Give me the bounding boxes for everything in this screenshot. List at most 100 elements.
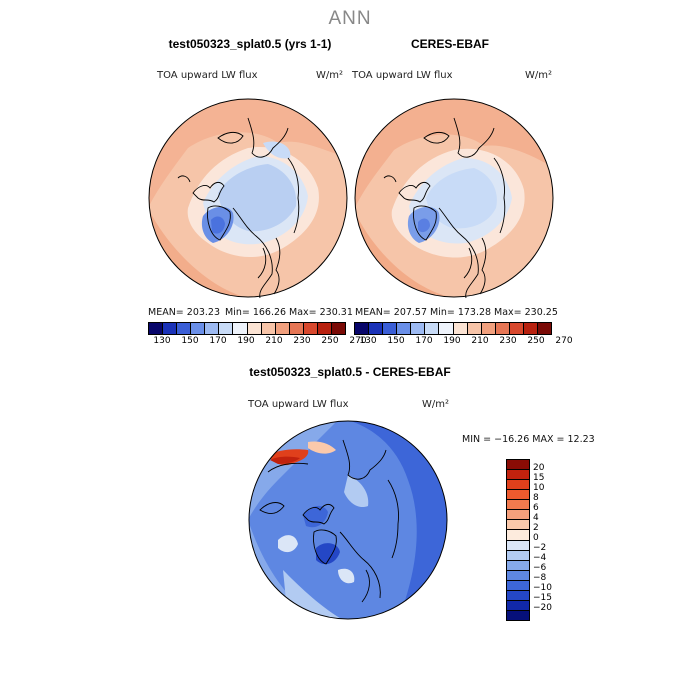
panel-2-colorbar-tick-label: 250 (527, 336, 545, 346)
panel-1-max: Max= 230.31 (289, 307, 353, 318)
panel-2-title: CERES-EBAF (410, 37, 489, 51)
panel-3-colorbar-swatch (507, 570, 529, 581)
panel-2-colorbar-swatch (383, 323, 398, 334)
panel-2-colorbar-swatch (538, 323, 552, 334)
panel-2-colorbar-swatch (425, 323, 440, 334)
panel-3-colorbar-swatch (507, 530, 529, 541)
panel-2-colorbar-swatch (467, 323, 482, 334)
panel-2-colorbar-swatch (523, 323, 539, 334)
panel-3-colorbar-swatch (507, 490, 529, 501)
panel-2-colorbar-tick-label: 230 (499, 336, 517, 346)
panel-2-colorbar (354, 322, 552, 335)
panel-2-colorbar-swatch (411, 323, 426, 334)
figure-title: ANN (328, 8, 372, 29)
panel-1-colorbar-tick-label: 150 (181, 336, 199, 346)
panel-3-polar-map (248, 420, 448, 620)
panel-1-colorbar-swatch (303, 323, 318, 334)
panel-3-variable-label: TOA upward LW flux (248, 399, 349, 410)
panel-3-colorbar-tick-label: 8 (533, 493, 539, 503)
panel-1-colorbar-tick-label: 230 (293, 336, 311, 346)
panel-2-units-label: W/m² (525, 70, 553, 81)
panel-2-colorbar-tick-label: 190 (443, 336, 461, 346)
panel-3-colorbar-tick-label: −6 (533, 563, 547, 573)
panel-2-polar-map (354, 98, 554, 299)
panel-3-colorbar-tick-label: −2 (533, 543, 547, 553)
panel-1-colorbar-tick-label: 130 (153, 336, 171, 346)
panel-1-colorbar-swatch (149, 323, 164, 334)
panel-1-colorbar-tick-label: 210 (265, 336, 283, 346)
panel-1-colorbar-tick-label: 190 (237, 336, 255, 346)
panel-3-colorbar-tick-label: −10 (533, 583, 552, 593)
panel-1-colorbar-swatch (261, 323, 276, 334)
panel-1-colorbar-swatch (191, 323, 206, 334)
panel-2-colorbar-tick-label: 270 (555, 336, 573, 346)
panel-1-colorbar-swatch (205, 323, 220, 334)
panel-3-colorbar-tick-label: −4 (533, 553, 547, 563)
panel-1-colorbar-tick-label: 170 (209, 336, 227, 346)
panel-1-colorbar-swatch (177, 323, 192, 334)
panel-3-colorbar (506, 459, 530, 621)
panel-3-colorbar-tick-label: 10 (533, 483, 545, 493)
panel-2-colorbar-swatch (453, 323, 468, 334)
panel-2-min: Min= 173.28 (430, 307, 492, 318)
panel-3-colorbar-tick-label: 2 (533, 523, 539, 533)
panel-1-colorbar-swatch (233, 323, 248, 334)
panel-3-colorbar-swatch (507, 590, 529, 601)
panel-1-colorbar-tick-label: 270 (349, 336, 367, 346)
panel-3-title: test050323_splat0.5 - CERES-EBAF (249, 365, 451, 379)
panel-3-colorbar-tick-label: 20 (533, 463, 545, 473)
panel-3-colorbar-swatch (507, 610, 529, 620)
panel-3-colorbar-swatch (507, 460, 529, 471)
panel-1-polar-map (148, 98, 348, 299)
panel-1-colorbar-swatch (332, 323, 346, 334)
panel-3-colorbar-ticks: 20 15 10 8 6 4 2 0 −2 −4 −6 −8 −10 −15 −20 (533, 459, 573, 619)
panel-3-colorbar-swatch (507, 600, 529, 611)
panel-3-min-max: MIN = −16.26 MAX = 12.23 (462, 434, 595, 445)
panel-3-colorbar-tick-label: 6 (533, 503, 539, 513)
panel-3-colorbar-swatch (507, 560, 529, 571)
panel-3-colorbar-tick-label: −15 (533, 593, 552, 603)
panel-3-colorbar-tick-label: −8 (533, 573, 547, 583)
panel-1-colorbar-ticks: 130 150 170 190 210 230 250 270 (148, 336, 366, 348)
panel-1-mean: MEAN= 203.23 (148, 307, 221, 318)
panel-2-colorbar-swatch (481, 323, 496, 334)
panel-3-colorbar-tick-label: 4 (533, 513, 539, 523)
panel-1-colorbar-tick-label: 250 (321, 336, 339, 346)
panel-1-colorbar-swatch (289, 323, 304, 334)
panel-2-colorbar-tick-label: 210 (471, 336, 489, 346)
panel-2-colorbar-swatch (355, 323, 370, 334)
panel-3-colorbar-tick-label: −20 (533, 603, 552, 613)
panel-1-min: Min= 166.26 (225, 307, 287, 318)
panel-2-max: Max= 230.25 (494, 307, 558, 318)
panel-3-colorbar-swatch (507, 500, 529, 511)
panel-3-colorbar-swatch (507, 510, 529, 521)
panel-1-units-label: W/m² (316, 70, 344, 81)
panel-2-mean: MEAN= 207.57 (355, 307, 428, 318)
panel-3-colorbar-tick-label: 0 (533, 533, 539, 543)
panel-2-variable-label: TOA upward LW flux (352, 70, 453, 81)
panel-3-colorbar-swatch (507, 480, 529, 491)
panel-1-colorbar-swatch (219, 323, 234, 334)
panel-1-colorbar-swatch (163, 323, 178, 334)
panel-2-colorbar-swatch (369, 323, 384, 334)
panel-2-colorbar-ticks: 130 150 170 190 210 230 250 270 (354, 336, 572, 348)
panel-1-colorbar-swatch (247, 323, 262, 334)
panel-2-colorbar-tick-label: 150 (387, 336, 405, 346)
panel-1-colorbar (148, 322, 346, 335)
panel-3-colorbar-swatch (507, 550, 529, 561)
panel-2-colorbar-tick-label: 170 (415, 336, 433, 346)
panel-3-colorbar-swatch (507, 540, 529, 551)
panel-2-colorbar-swatch (509, 323, 524, 334)
panel-1-variable-label: TOA upward LW flux (157, 70, 258, 81)
panel-2-colorbar-swatch (495, 323, 510, 334)
panel-2-colorbar-swatch (439, 323, 454, 334)
panel-2-colorbar-swatch (397, 323, 412, 334)
panel-3-colorbar-swatch (507, 580, 529, 591)
panel-1-colorbar-swatch (317, 323, 333, 334)
panel-3-colorbar-swatch (507, 470, 529, 481)
panel-2-colorbar-tick-label: 130 (359, 336, 377, 346)
panel-1-colorbar-swatch (275, 323, 290, 334)
panel-1-title: test050323_splat0.5 (yrs 1-1) (168, 37, 332, 51)
panel-3-units-label: W/m² (422, 399, 450, 410)
panel-3-colorbar-swatch (507, 520, 529, 531)
